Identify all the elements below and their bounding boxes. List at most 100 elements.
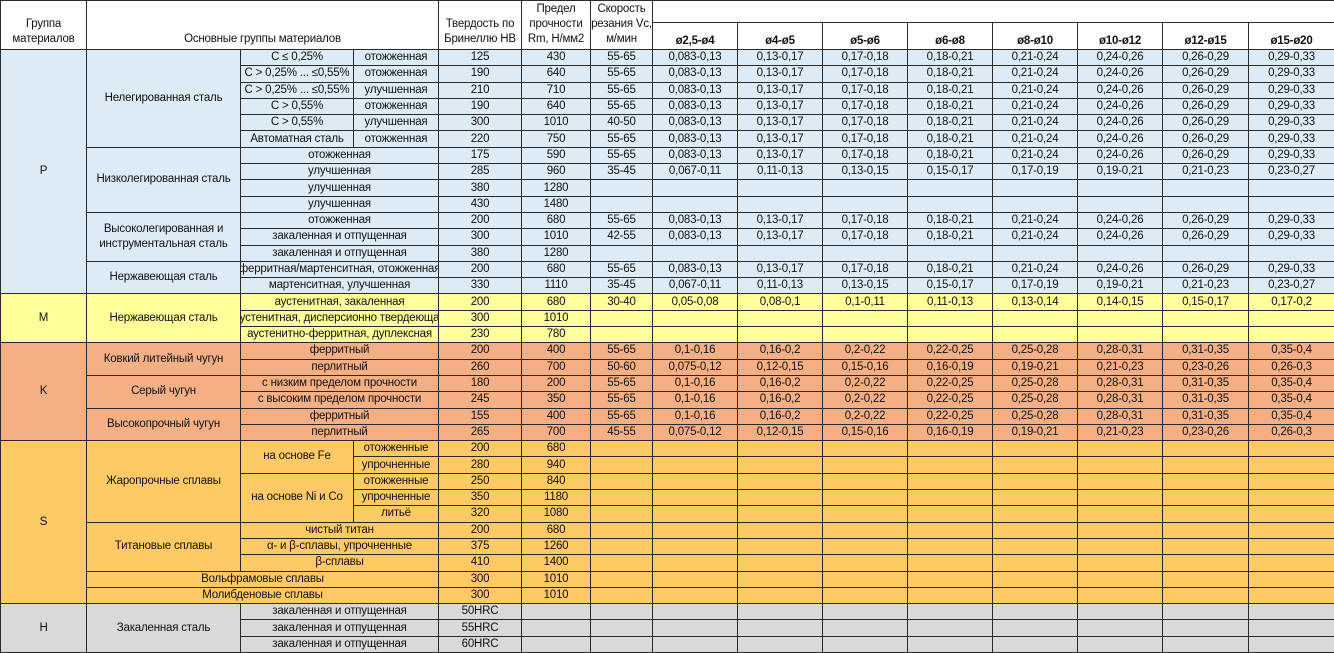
feed-value-text: 0,22-0,25	[908, 343, 992, 358]
feed-value	[1163, 457, 1249, 473]
strength-rm-text: 680	[522, 295, 590, 310]
feed-value-text: 0,2-0,22	[823, 409, 907, 424]
strength-rm: 1400	[522, 555, 591, 571]
hardness-hb: 155	[439, 408, 522, 424]
feed-value: 0,21-0,24	[993, 82, 1078, 98]
feed-value-text: 0,24-0,26	[1078, 213, 1162, 228]
cutting-speed-vc-text: 55-65	[591, 148, 652, 163]
feed-value	[908, 196, 993, 212]
feed-value: 0,16-0,2	[738, 375, 823, 391]
feed-value	[653, 457, 738, 473]
feed-value-text: 0,26-0,29	[1163, 148, 1248, 163]
feed-value: 0,18-0,21	[908, 147, 993, 163]
material-condition-text: закаленная и отпущенная	[241, 621, 438, 636]
feed-value-text: 0,083-0,13	[653, 213, 737, 228]
cutting-speed-vc: 42-55	[591, 229, 653, 245]
feed-value	[738, 506, 823, 522]
feed-value: 0,083-0,13	[653, 261, 738, 277]
feed-value: 0,29-0,33	[1249, 212, 1334, 228]
strength-rm-text: 1280	[522, 246, 590, 261]
material-subgroup: Нелегированная сталь	[87, 50, 241, 148]
feed-value	[653, 620, 738, 636]
feed-value-text: 0,24-0,26	[1078, 66, 1162, 81]
feed-value	[993, 506, 1078, 522]
feed-value-text: 0,28-0,31	[1078, 343, 1162, 358]
strength-rm-text: 1010	[522, 588, 590, 603]
feed-value	[1249, 522, 1334, 538]
feed-value	[738, 555, 823, 571]
feed-value-text: 0,24-0,26	[1078, 99, 1162, 114]
feed-value: 0,083-0,13	[653, 115, 738, 131]
feed-value: 0,067-0,11	[653, 278, 738, 294]
hardness-hb-text: 280	[439, 458, 521, 473]
feed-value: 0,24-0,26	[1078, 66, 1163, 82]
cutting-speed-vc: 55-65	[591, 147, 653, 163]
feed-value-text: 0,13-0,17	[738, 83, 822, 98]
feed-value: 0,16-0,2	[738, 408, 823, 424]
strength-rm: 1480	[522, 196, 591, 212]
material-group-code: H	[1, 604, 87, 653]
material-condition: улучшенная	[241, 180, 439, 196]
feed-value: 0,12-0,15	[738, 424, 823, 440]
hardness-hb: 320	[439, 506, 522, 522]
cutting-speed-vc: 30-40	[591, 294, 653, 310]
feed-value-text: 0,25-0,28	[993, 376, 1077, 391]
strength-rm-text: 640	[522, 66, 590, 81]
feed-value-text: 0,24-0,26	[1078, 50, 1162, 65]
strength-rm: 1010	[522, 310, 591, 326]
feed-value-text: 0,21-0,24	[993, 229, 1077, 244]
feed-value: 0,24-0,26	[1078, 229, 1163, 245]
hardness-hb-text: 320	[439, 506, 521, 521]
header-row: Группа материалов Основные группы матери…	[1, 1, 1334, 23]
feed-value-text: 0,2-0,22	[823, 343, 907, 358]
feed-value	[653, 180, 738, 196]
feed-value	[908, 310, 993, 326]
feed-value-text: 0,1-0,11	[823, 295, 907, 310]
feed-value-text: 0,24-0,26	[1078, 115, 1162, 130]
feed-value-text: 0,31-0,35	[1163, 392, 1248, 407]
feed-value-text: 0,13-0,17	[738, 50, 822, 65]
hardness-hb: 175	[439, 147, 522, 163]
feed-value	[1078, 473, 1163, 489]
material-group-code: K	[1, 343, 87, 441]
feed-value	[1163, 538, 1249, 554]
feed-value: 0,13-0,17	[738, 261, 823, 277]
material-base: на основе Ni и Co	[241, 473, 354, 522]
hardness-hb-text: 200	[439, 213, 521, 228]
feed-value-text: 0,11-0,13	[738, 164, 822, 179]
feed-value-text: 0,19-0,21	[993, 360, 1077, 375]
feed-value: 0,075-0,12	[653, 424, 738, 440]
feed-value: 0,17-0,19	[993, 164, 1078, 180]
strength-rm-text: 1400	[522, 555, 590, 570]
feed-value	[993, 555, 1078, 571]
feed-value: 0,21-0,23	[1078, 424, 1163, 440]
feed-value	[1163, 636, 1249, 652]
hardness-hb-text: 330	[439, 278, 521, 293]
feed-value: 0,16-0,19	[908, 424, 993, 440]
feed-value	[993, 587, 1078, 603]
feed-value: 0,26-0,29	[1163, 66, 1249, 82]
feed-value: 0,21-0,23	[1078, 359, 1163, 375]
feed-value-text: 0,35-0,4	[1249, 376, 1334, 391]
cutting-speed-vc-text: 55-65	[591, 50, 652, 65]
material-carbon: C > 0,25% ... ≤0,55%	[241, 66, 354, 82]
feed-value	[823, 604, 908, 620]
strength-rm-text: 1010	[522, 311, 590, 326]
strength-rm: 700	[522, 359, 591, 375]
material-state-text: отожженная	[354, 50, 438, 65]
feed-value-text: 0,26-0,29	[1163, 132, 1248, 147]
hardness-hb-text: 300	[439, 588, 521, 603]
material-condition-text: с низким пределом прочности	[241, 376, 438, 391]
feed-value: 0,21-0,24	[993, 98, 1078, 114]
feed-value: 0,35-0,4	[1249, 375, 1334, 391]
material-carbon-text: C ≤ 0,25%	[241, 50, 353, 65]
feed-value	[738, 587, 823, 603]
feed-value	[823, 457, 908, 473]
header-group: Группа материалов	[1, 1, 87, 50]
feed-value: 0,17-0,18	[823, 212, 908, 228]
feed-value	[908, 490, 993, 506]
feed-value: 0,1-0,16	[653, 343, 738, 359]
feed-value: 0,35-0,4	[1249, 343, 1334, 359]
